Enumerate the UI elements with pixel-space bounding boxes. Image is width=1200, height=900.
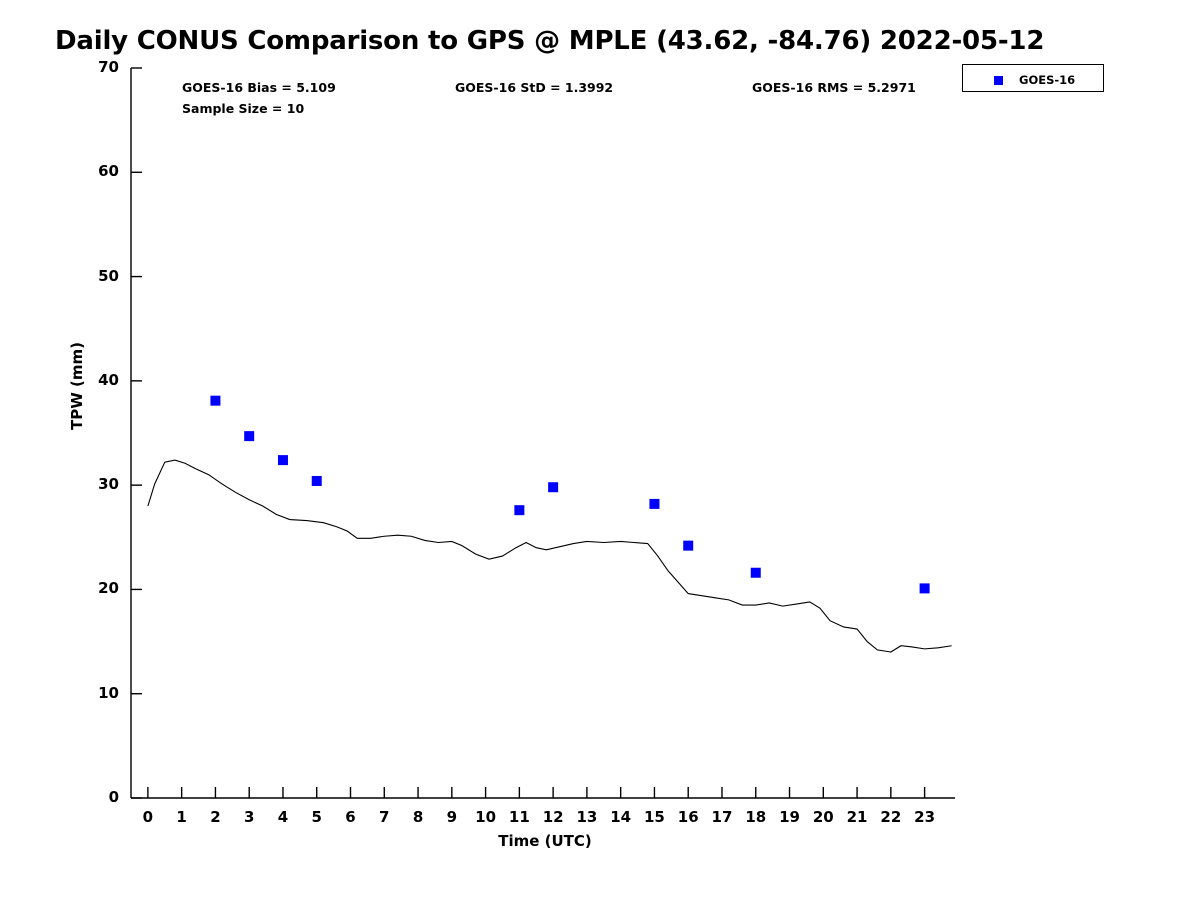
x-tick-label: 8 <box>412 808 424 826</box>
x-tick-label: 9 <box>446 808 458 826</box>
legend-label-goes16: GOES-16 <box>1019 73 1076 87</box>
y-tick-label: 40 <box>98 370 119 389</box>
annotation-std: GOES-16 StD = 1.3992 <box>455 80 614 95</box>
y-tick-label: 20 <box>98 579 119 598</box>
x-tick-label: 1 <box>176 808 187 826</box>
x-tick-label: 14 <box>610 808 632 826</box>
data-point-marker <box>210 395 221 406</box>
x-tick-label: 21 <box>846 808 868 826</box>
x-tick-label: 0 <box>142 808 154 826</box>
data-point-marker <box>750 567 761 578</box>
goes16-scatter-series <box>210 395 930 594</box>
y-tick-label: 70 <box>98 58 119 76</box>
data-point-marker <box>683 540 694 551</box>
x-tick-label: 7 <box>379 808 390 826</box>
legend-marker-goes16 <box>994 76 1003 85</box>
annotation-sample-size: Sample Size = 10 <box>182 101 305 116</box>
annotation-bias: GOES-16 Bias = 5.109 <box>182 80 336 95</box>
x-tick-label: 13 <box>576 808 598 826</box>
x-tick-label: 18 <box>745 808 767 826</box>
legend: GOES-16 <box>962 64 1104 92</box>
x-tick-label: 5 <box>311 808 322 826</box>
axes-frame <box>130 67 955 799</box>
gps-line-series <box>147 459 952 653</box>
y-tick-label: 0 <box>108 788 119 806</box>
data-point-marker <box>649 498 660 509</box>
x-tick-label: 15 <box>644 808 665 826</box>
x-tick-label: 16 <box>677 808 699 826</box>
x-tick-label: 17 <box>711 808 733 826</box>
gps-line <box>147 459 952 653</box>
x-tick-label: 19 <box>779 808 800 826</box>
x-tick-label: 6 <box>345 808 356 826</box>
page-title: Daily CONUS Comparison to GPS @ MPLE (43… <box>55 26 1045 56</box>
y-tick-label: 50 <box>98 266 119 285</box>
y-tick-label: 30 <box>98 475 119 494</box>
data-point-marker <box>244 431 255 442</box>
annotation-rms: GOES-16 RMS = 5.2971 <box>752 80 916 95</box>
data-point-marker <box>514 505 525 516</box>
x-tick-label: 11 <box>508 808 530 826</box>
data-point-marker <box>277 455 288 466</box>
x-tick-label: 22 <box>880 808 902 826</box>
x-tick-label: 20 <box>812 808 834 826</box>
x-tick-label: 10 <box>475 808 497 826</box>
x-tick-label: 2 <box>210 808 221 826</box>
data-point-marker <box>919 583 930 594</box>
x-axis-label: Time (UTC) <box>498 832 592 850</box>
x-tick-label: 3 <box>243 808 255 826</box>
x-tick-label: 12 <box>542 808 564 826</box>
x-tick-label: 23 <box>914 808 936 826</box>
y-tick-label: 60 <box>98 162 119 181</box>
data-point-marker <box>311 475 322 486</box>
x-tick-label: 4 <box>277 808 289 826</box>
y-tick-label: 10 <box>98 683 119 702</box>
data-point-marker <box>548 482 559 493</box>
